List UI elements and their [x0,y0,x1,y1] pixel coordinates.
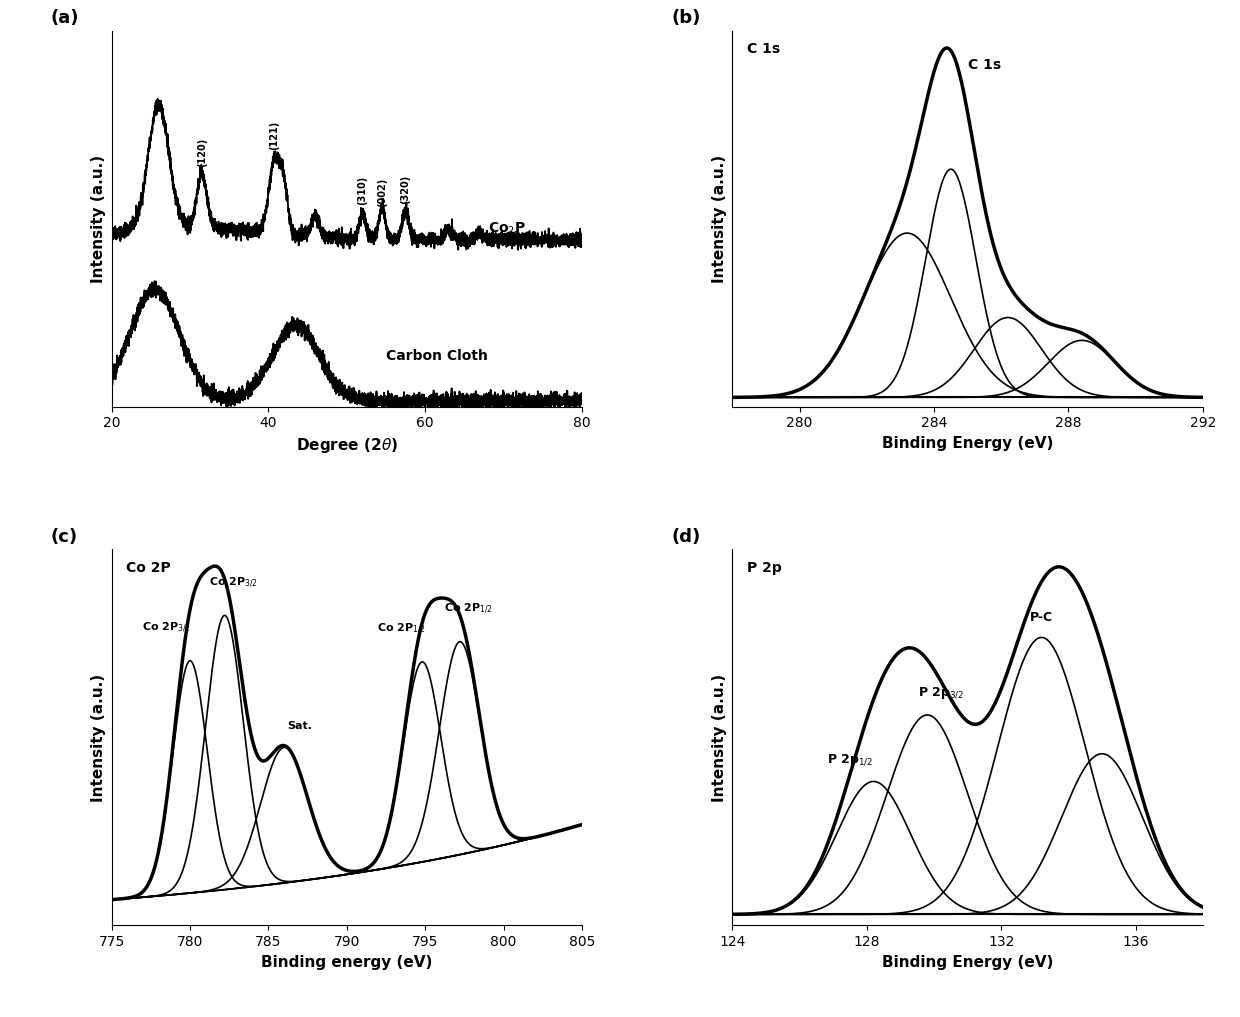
Text: (d): (d) [671,528,701,546]
Text: (b): (b) [671,9,701,27]
Text: Co 2P$_{1/2}$: Co 2P$_{1/2}$ [444,602,494,616]
Text: (310): (310) [357,176,367,204]
Y-axis label: Intensity (a.u.): Intensity (a.u.) [91,673,107,801]
X-axis label: Binding Energy (eV): Binding Energy (eV) [882,436,1053,451]
Text: Co 2P$_{1/2}$: Co 2P$_{1/2}$ [377,622,427,637]
Text: C 1s: C 1s [746,42,780,56]
Text: P 2p$_{3/2}$: P 2p$_{3/2}$ [918,685,963,701]
Text: (320): (320) [401,175,410,203]
Text: P-C: P-C [1030,610,1053,623]
Text: Co$_2$P: Co$_2$P [487,221,526,238]
Text: Co 2P: Co 2P [125,560,170,575]
X-axis label: Binding energy (eV): Binding energy (eV) [262,955,433,970]
Text: Sat.: Sat. [288,721,312,731]
Text: P 2p$_{1/2}$: P 2p$_{1/2}$ [827,753,873,768]
Y-axis label: Intensity (a.u.): Intensity (a.u.) [712,673,727,801]
Text: Co 2P$_{3/2}$: Co 2P$_{3/2}$ [141,620,191,635]
Y-axis label: Intensity (a.u.): Intensity (a.u.) [712,155,727,283]
Text: Co 2P$_{3/2}$: Co 2P$_{3/2}$ [210,576,258,590]
Text: Carbon Cloth: Carbon Cloth [386,350,487,363]
Text: (a): (a) [51,9,79,27]
X-axis label: Binding Energy (eV): Binding Energy (eV) [882,955,1053,970]
Text: (c): (c) [51,528,78,546]
X-axis label: Degree (2$\theta$): Degree (2$\theta$) [296,436,398,455]
Text: (002): (002) [377,178,387,207]
Text: (121): (121) [269,121,279,151]
Text: C 1s: C 1s [967,58,1001,72]
Y-axis label: Intensity (a.u.): Intensity (a.u.) [91,155,107,283]
Text: (120): (120) [197,137,207,167]
Text: P 2p: P 2p [746,560,781,575]
